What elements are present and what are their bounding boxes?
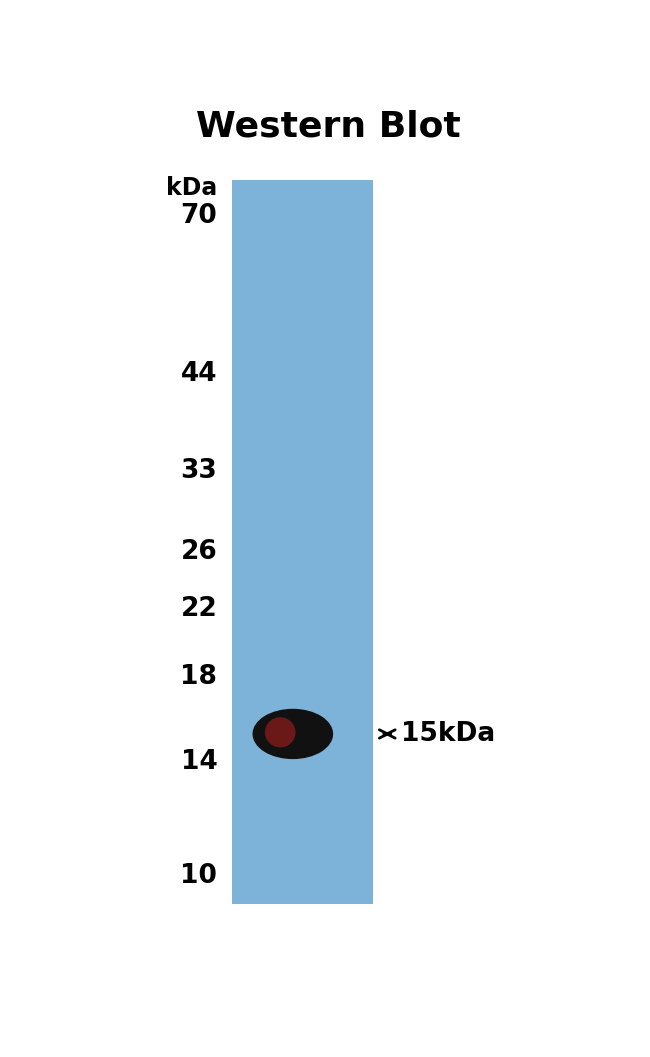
Text: 22: 22 xyxy=(181,596,217,622)
Bar xyxy=(233,180,373,904)
Text: Western Blot: Western Blot xyxy=(196,109,460,143)
Text: 33: 33 xyxy=(181,459,217,484)
Text: 18: 18 xyxy=(181,664,217,689)
Text: kDa: kDa xyxy=(166,175,217,200)
Text: 44: 44 xyxy=(181,360,217,387)
Text: 15kDa: 15kDa xyxy=(401,721,495,747)
Ellipse shape xyxy=(265,718,296,747)
Text: 70: 70 xyxy=(181,203,217,229)
Text: 10: 10 xyxy=(181,863,217,889)
Text: 14: 14 xyxy=(181,748,217,775)
Ellipse shape xyxy=(252,709,333,759)
Text: 26: 26 xyxy=(181,539,217,565)
